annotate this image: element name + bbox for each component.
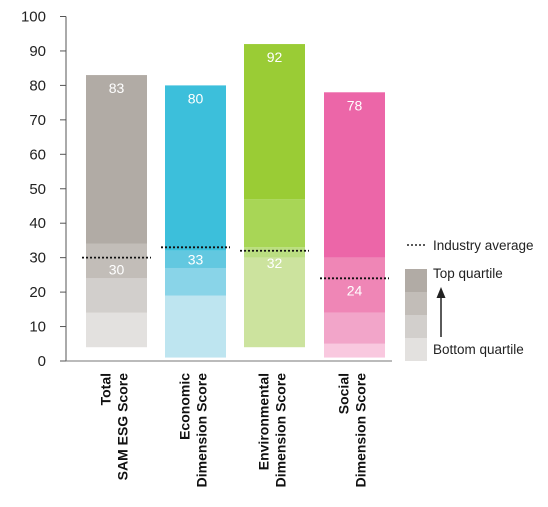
legend-quartile-swatches [405,269,427,361]
category-label-line2: Dimension Score [353,373,369,488]
y-tick-label: 30 [29,250,46,267]
y-tick-label: 100 [21,9,46,26]
bar-segment [165,267,226,296]
y-tick-label: 90 [29,43,46,60]
bar-segment [86,278,147,313]
bar-segment [165,250,226,268]
industry-average-label: 24 [347,282,363,298]
category-label-line2: SAM ESG Score [115,373,131,481]
category-label-line2: Dimension Score [194,373,210,488]
legend-arrow-head-icon [436,287,446,298]
legend-swatch [405,292,427,315]
category-label-line1: Economic [177,373,193,440]
bar-segment [86,243,147,279]
bar-segment [86,75,147,244]
score-label: 83 [109,80,125,96]
bar-segment [244,247,305,258]
y-tick-label: 0 [38,353,46,370]
score-label: 80 [188,90,204,106]
y-tick-label: 60 [29,146,46,163]
y-axis: 0 10 20 30 40 50 60 70 80 90 100 [21,9,392,370]
bar-segment [324,343,385,358]
industry-average-label: 32 [267,255,283,271]
industry-average-label: 33 [188,251,204,267]
bars [86,44,385,358]
y-tick-label: 20 [29,284,46,301]
bar-segment [86,312,147,348]
category-label-line1: Total [98,373,114,405]
bar-segment [324,312,385,344]
legend-swatch [405,338,427,361]
industry-average-label: 30 [109,262,125,278]
bar-segment [324,257,385,313]
y-tick-label: 80 [29,77,46,94]
bar-segment [165,295,226,358]
y-tick-label: 70 [29,112,46,129]
legend-industry-average: Industry average [433,238,534,253]
y-tick-label: 10 [29,319,46,336]
score-label: 78 [347,97,363,113]
legend-swatch [405,315,427,338]
y-tick-label: 40 [29,215,46,232]
legend-bottom-quartile: Bottom quartile [433,342,524,357]
score-label: 92 [267,49,283,65]
bar-segment [244,257,305,348]
legend-top-quartile: Top quartile [433,266,503,281]
category-label-line1: Environmental [256,373,272,470]
data-labels: 83 30 80 33 92 32 78 24 [109,49,363,298]
y-tick-label: 50 [29,181,46,198]
category-labels: Total SAM ESG Score Economic Dimension Scor… [98,373,369,488]
legend-swatch [405,269,427,292]
bar-segment [244,199,305,248]
bar-segment [244,44,305,200]
category-label-line1: Social [336,373,352,414]
bar-segment [324,92,385,258]
bar-segment [165,85,226,251]
industry-average-lines [82,246,389,280]
legend: Industry average Top quartile Bottom qua… [405,238,534,361]
category-label-line2: Dimension Score [273,373,289,488]
